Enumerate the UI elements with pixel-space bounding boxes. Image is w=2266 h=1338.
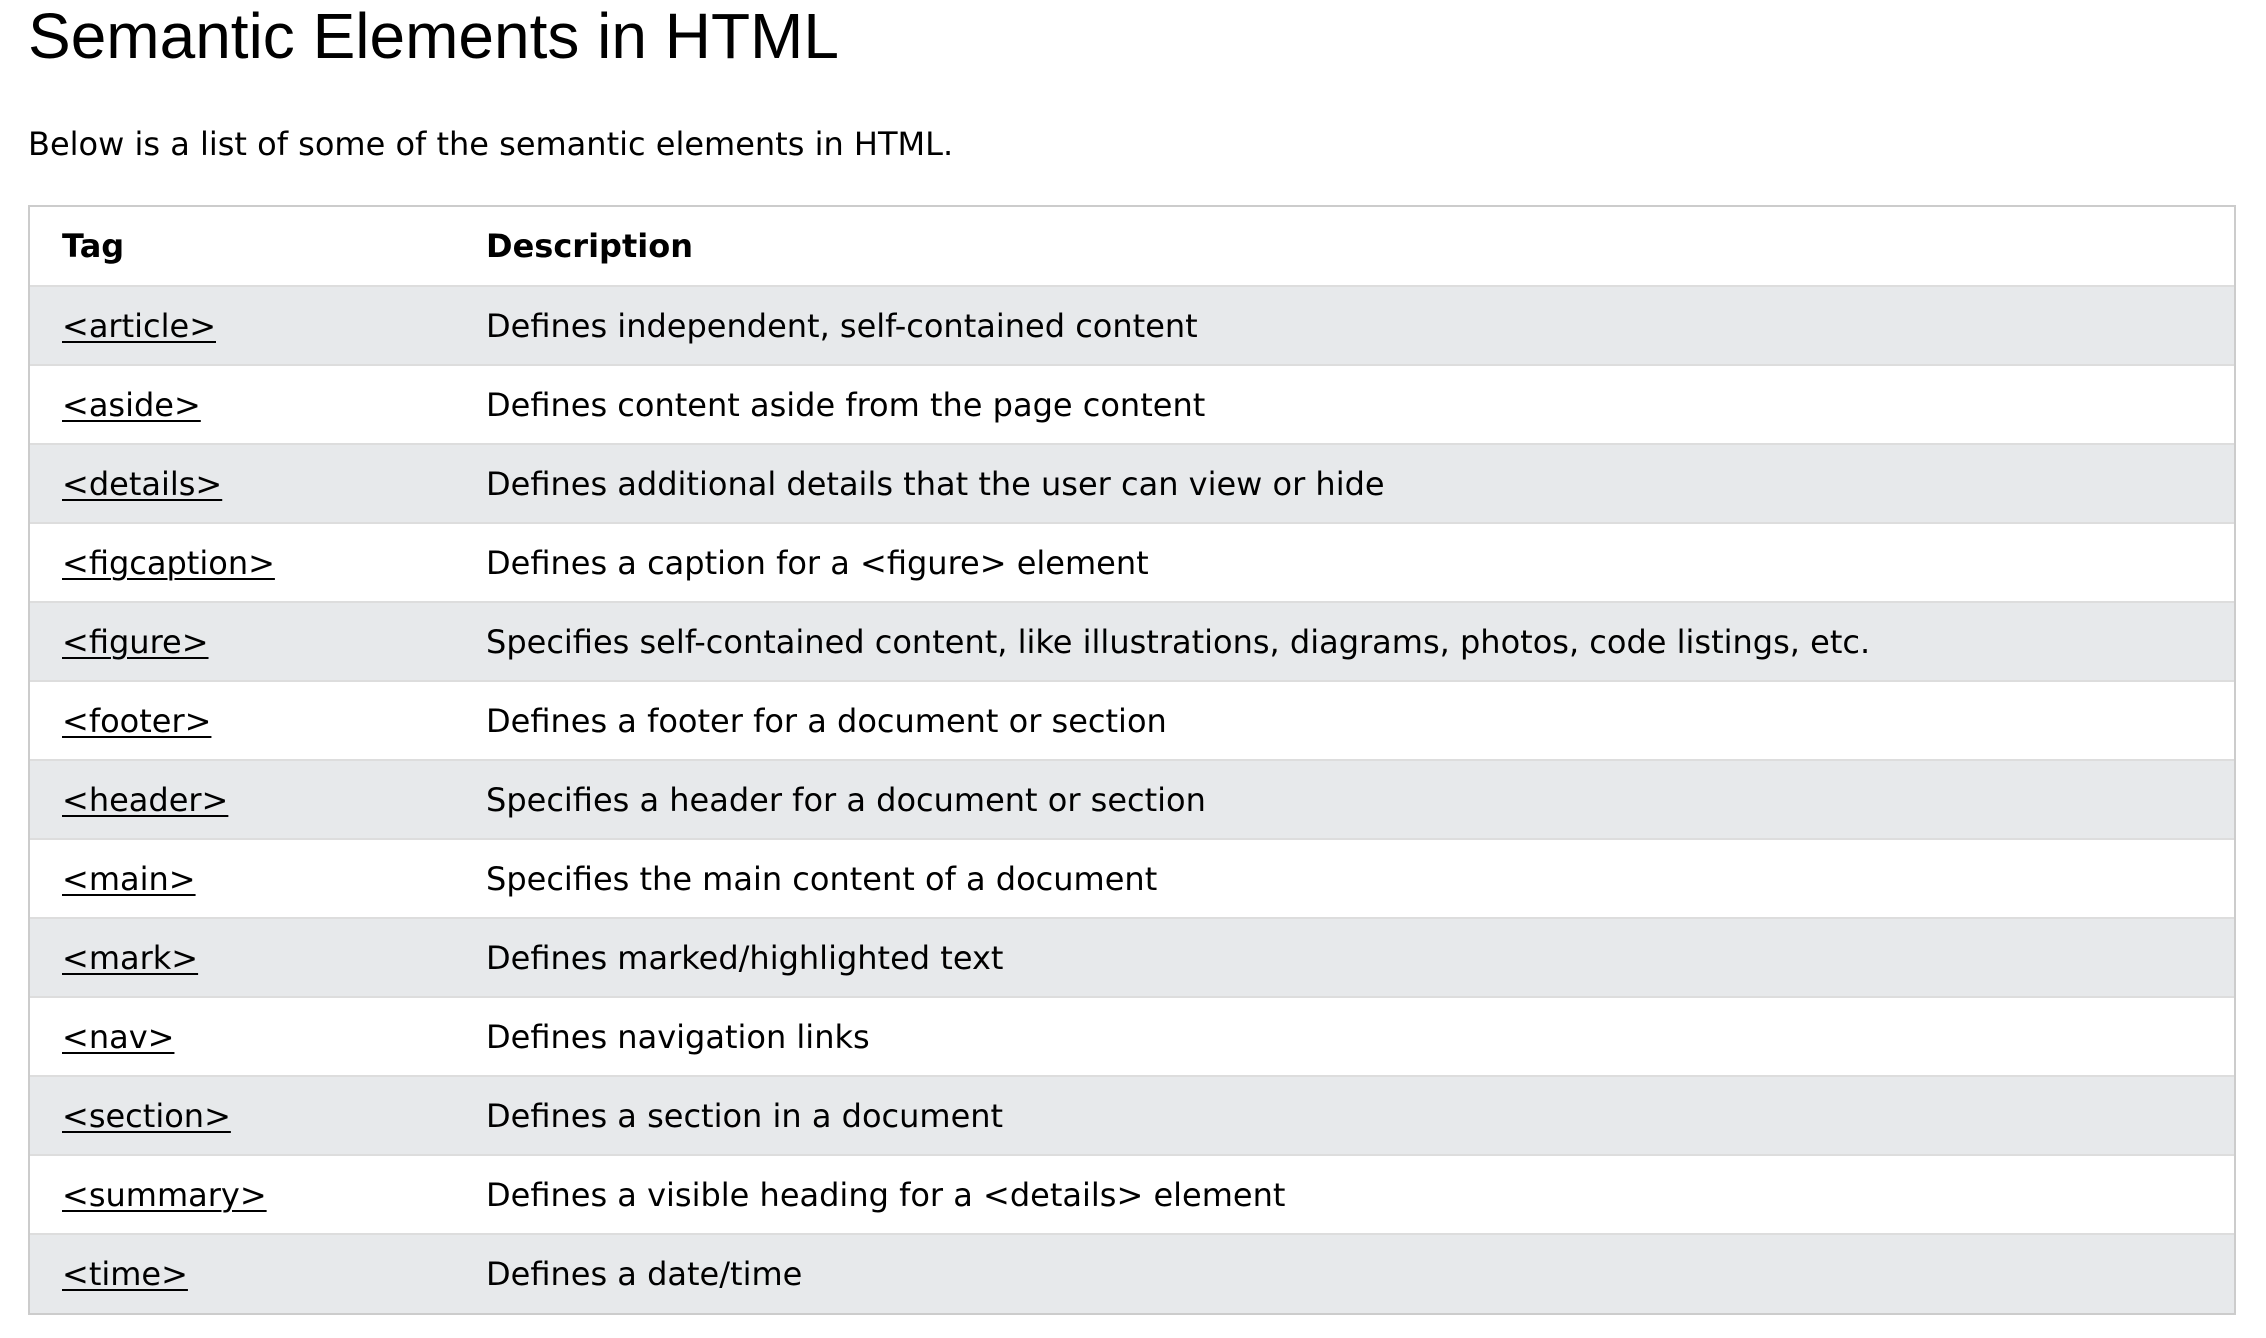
tag-cell: <article> [30,286,454,366]
table-row: <time> Defines a date/time [30,1234,2234,1313]
table-row: <summary> Defines a visible heading for … [30,1155,2234,1235]
description-cell: Defines a footer for a document or secti… [454,681,2234,761]
tag-cell: <nav> [30,997,454,1077]
tag-link[interactable]: <mark> [62,938,199,977]
description-cell: Specifies the main content of a document [454,839,2234,919]
tag-cell: <figcaption> [30,523,454,603]
tag-link[interactable]: <aside> [62,385,201,424]
description-cell: Defines a visible heading for a <details… [454,1155,2234,1235]
description-cell: Defines a date/time [486,1255,803,1293]
tag-link[interactable]: <header> [62,780,229,819]
description-cell: Specifies self-contained content, like i… [454,602,2234,682]
tag-cell: <figure> [30,602,454,682]
tag-link[interactable]: <figcaption> [62,543,275,582]
description-cell: Defines marked/highlighted text [454,918,2234,998]
tag-cell: <time> [30,1234,454,1313]
description-cell: Defines content aside from the page cont… [454,365,2234,445]
description-cell: Specifies a header for a document or sec… [454,760,2234,840]
tag-cell: <details> [30,444,454,524]
tag-link[interactable]: <details> [62,464,223,503]
table-row: <footer> Defines a footer for a document… [30,681,2234,761]
table-row: <mark> Defines marked/highlighted text [30,918,2234,998]
tag-cell: <footer> [30,681,454,761]
tag-link[interactable]: <article> [62,306,216,345]
table-row: <figcaption> Defines a caption for a <fi… [30,523,2234,603]
tag-link[interactable]: <time> [62,1255,188,1293]
semantic-elements-table: Tag Description <article> Defines indepe… [28,205,2236,1315]
description-cell: Defines additional details that the user… [454,444,2234,524]
table-row: <aside> Defines content aside from the p… [30,365,2234,445]
table-row: <section> Defines a section in a documen… [30,1076,2234,1156]
table-row: <article> Defines independent, self-cont… [30,286,2234,366]
description-cell: Defines navigation links [454,997,2234,1077]
description-cell: Defines a caption for a <figure> element [454,523,2234,603]
tag-link[interactable]: <main> [62,859,196,898]
table-header-row: Tag Description [30,207,2234,287]
tag-cell: <summary> [30,1155,454,1235]
description-cell: Defines independent, self-contained cont… [454,286,2234,366]
table-row: <nav> Defines navigation links [30,997,2234,1077]
table-row: <figure> Specifies self-contained conten… [30,602,2234,682]
page-title: Semantic Elements in HTML [28,0,839,72]
header-tag: Tag [30,207,454,287]
table-row: <main> Specifies the main content of a d… [30,839,2234,919]
tag-cell: <aside> [30,365,454,445]
table-row: <details> Defines additional details tha… [30,444,2234,524]
tag-link[interactable]: <nav> [62,1017,175,1056]
tag-link[interactable]: <footer> [62,701,212,740]
table-row: <header> Specifies a header for a docume… [30,760,2234,840]
intro-text: Below is a list of some of the semantic … [28,125,954,163]
header-description: Description [454,207,2234,287]
tag-cell: <header> [30,760,454,840]
tag-link[interactable]: <figure> [62,622,209,661]
tag-cell: <mark> [30,918,454,998]
tag-link[interactable]: <summary> [62,1175,267,1214]
tag-cell: <main> [30,839,454,919]
tag-cell: <section> [30,1076,454,1156]
tag-link[interactable]: <section> [62,1096,231,1135]
description-cell: Defines a section in a document [454,1076,2234,1156]
